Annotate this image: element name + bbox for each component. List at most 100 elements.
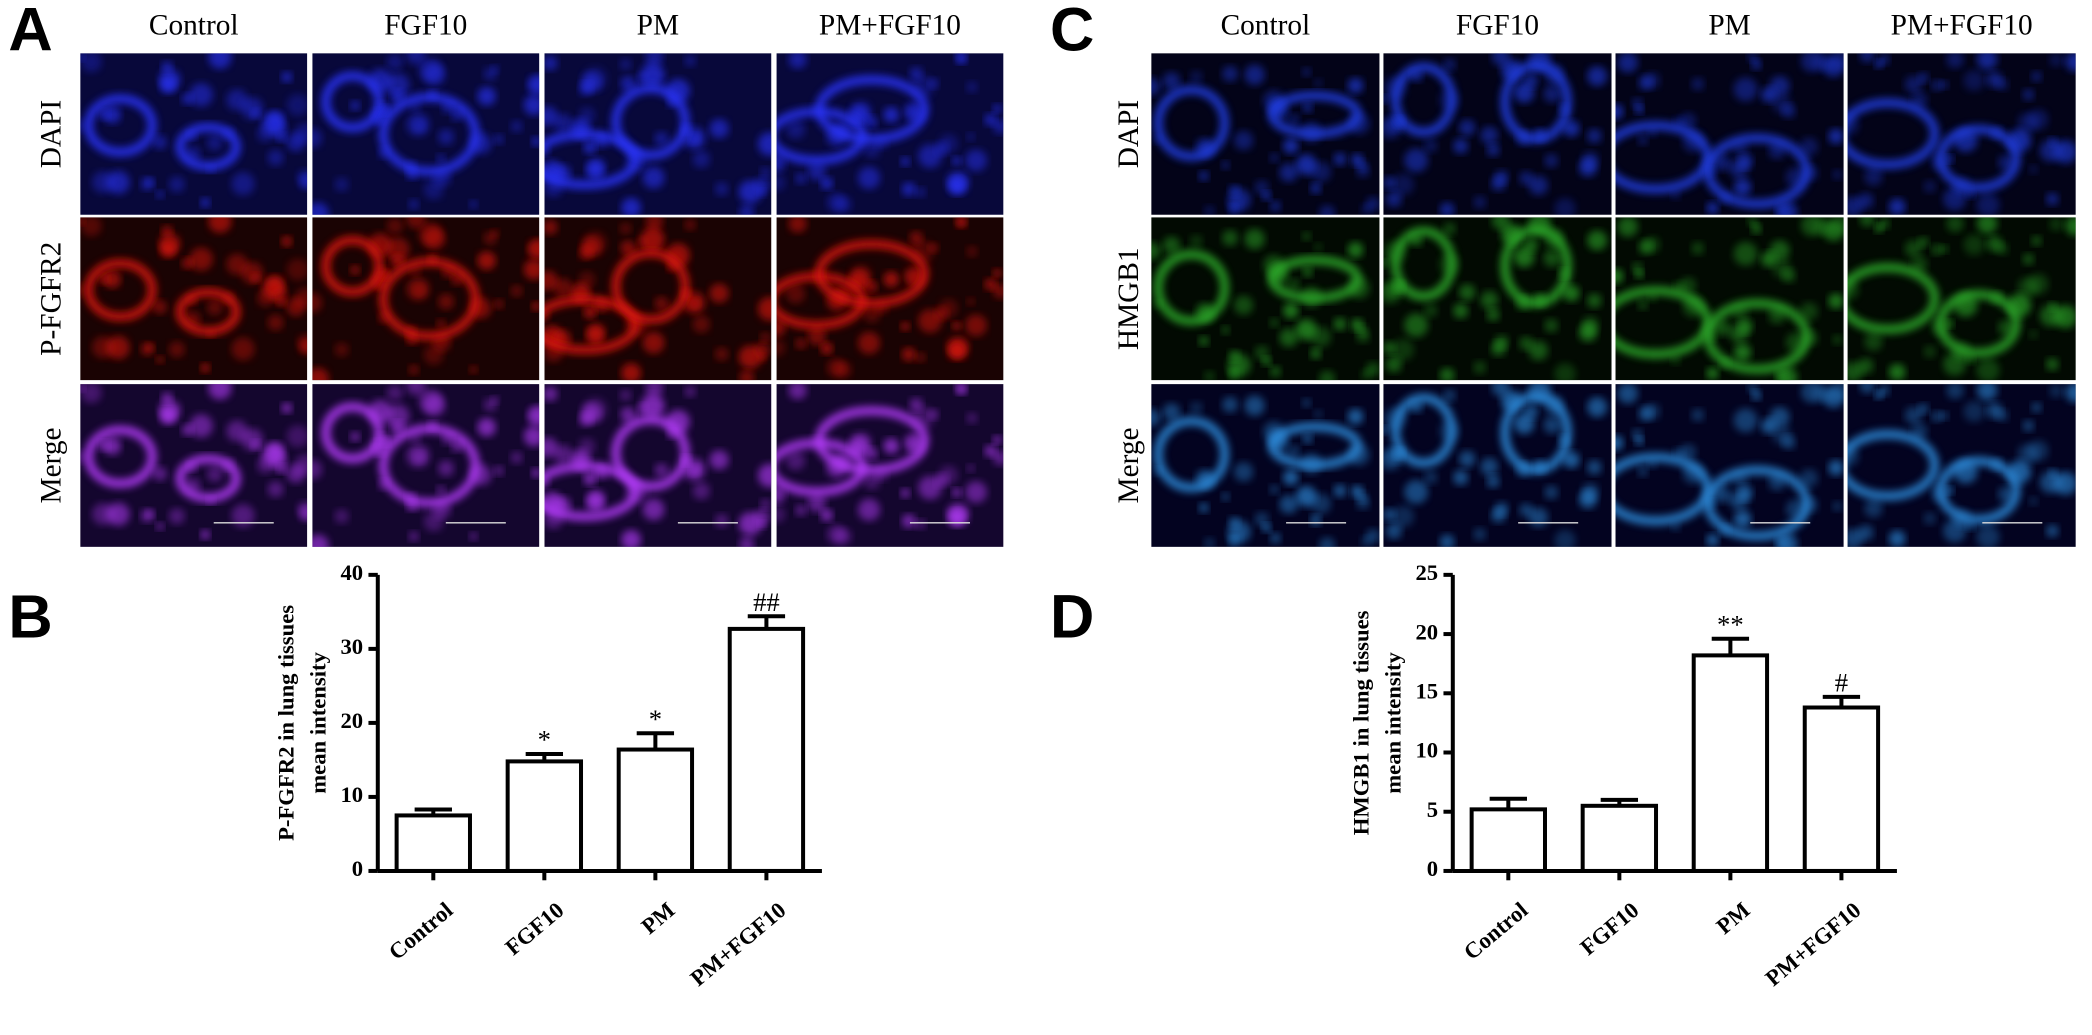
micrograph (1383, 53, 1612, 215)
nucleus (152, 135, 167, 150)
nucleus (1729, 324, 1749, 343)
nucleus (92, 336, 115, 359)
nucleus (208, 53, 232, 69)
nucleus (1233, 462, 1254, 482)
nucleus (948, 509, 966, 527)
tissue-ring (378, 424, 481, 508)
nucleus (1480, 126, 1499, 145)
nucleus (1637, 135, 1648, 146)
nucleus (1772, 258, 1792, 278)
nucleus (1888, 530, 1906, 547)
micrograph (1847, 384, 2076, 547)
nucleus (418, 222, 443, 247)
nucleus (992, 104, 1002, 114)
nucleus (531, 136, 540, 147)
nucleus (1828, 293, 1844, 309)
nucleus (1443, 389, 1456, 402)
nucleus (640, 227, 665, 252)
nucleus (954, 217, 967, 228)
nucleus (760, 498, 771, 510)
nucleus (1347, 408, 1364, 425)
nucleus (984, 113, 997, 126)
nucleus (1733, 77, 1758, 102)
nucleus (1528, 507, 1549, 528)
nucleus (1940, 244, 1949, 254)
nucleus (1439, 367, 1455, 381)
nucleus (385, 237, 410, 262)
nucleus (714, 182, 729, 196)
nucleus (2027, 440, 2049, 461)
row-label: P-FGFR2 (35, 242, 67, 356)
column-header: FGF10 (1456, 10, 1539, 42)
nucleus (654, 463, 669, 478)
nucleus (1904, 239, 1923, 258)
nucleus (621, 363, 642, 381)
nucleus (689, 133, 701, 145)
nucleus (156, 522, 165, 531)
nucleus (1424, 303, 1438, 318)
nucleus (231, 172, 255, 196)
nucleus (2027, 109, 2049, 130)
nucleus (189, 83, 213, 107)
significance-label: # (1835, 668, 1848, 698)
micrograph-content (1383, 53, 1608, 215)
bar (1802, 705, 1881, 873)
x-tick-label: FGF10 (1575, 897, 1643, 960)
nucleus (1347, 242, 1364, 258)
nucleus (965, 149, 987, 172)
nucleus (1832, 501, 1843, 512)
nucleus (438, 460, 454, 477)
nucleus (1706, 533, 1719, 547)
micrograph (80, 217, 308, 381)
nucleus (1288, 444, 1301, 457)
nucleus (807, 493, 827, 513)
bar (1691, 653, 1770, 873)
nucleus (544, 386, 558, 402)
nucleus (1832, 334, 1843, 345)
nucleus (1800, 384, 1824, 403)
nucleus (692, 150, 711, 168)
nucleus (1747, 384, 1759, 394)
nucleus (1799, 469, 1819, 488)
nucleus (948, 177, 966, 195)
nucleus (1679, 444, 1697, 461)
nucleus (390, 254, 405, 268)
nucleus (312, 128, 323, 148)
y-tick-label: 20 (1415, 619, 1438, 644)
nucleus (642, 498, 665, 521)
nucleus (776, 154, 786, 172)
panel-letter: C (1050, 0, 1094, 65)
nucleus (1563, 451, 1580, 469)
nucleus (807, 162, 827, 181)
nucleus (1528, 340, 1549, 361)
nucleus (689, 298, 701, 310)
nucleus (286, 425, 308, 448)
nucleus (776, 174, 786, 192)
nucleus (418, 58, 443, 82)
nucleus (297, 334, 308, 352)
nucleus (1528, 175, 1549, 196)
tissue-ring (175, 122, 241, 171)
nucleus (1942, 352, 1967, 376)
nucleus (1254, 512, 1270, 527)
nucleus (757, 296, 772, 321)
nucleus (1864, 167, 1883, 186)
nucleus (493, 299, 504, 310)
micrograph-content (776, 217, 1004, 379)
nucleus (1228, 204, 1238, 214)
tissue-ring (1935, 124, 2021, 193)
nucleus (469, 200, 478, 209)
nucleus (1244, 228, 1265, 250)
nucleus (386, 53, 404, 71)
bar (1580, 803, 1659, 873)
nucleus (1261, 356, 1272, 366)
nucleus (544, 106, 558, 127)
nucleus (900, 488, 910, 498)
nucleus (385, 404, 410, 428)
nucleus (581, 403, 602, 424)
nucleus (1203, 537, 1216, 547)
nucleus (1385, 191, 1402, 208)
nucleus (645, 217, 664, 231)
micrograph (544, 217, 772, 381)
